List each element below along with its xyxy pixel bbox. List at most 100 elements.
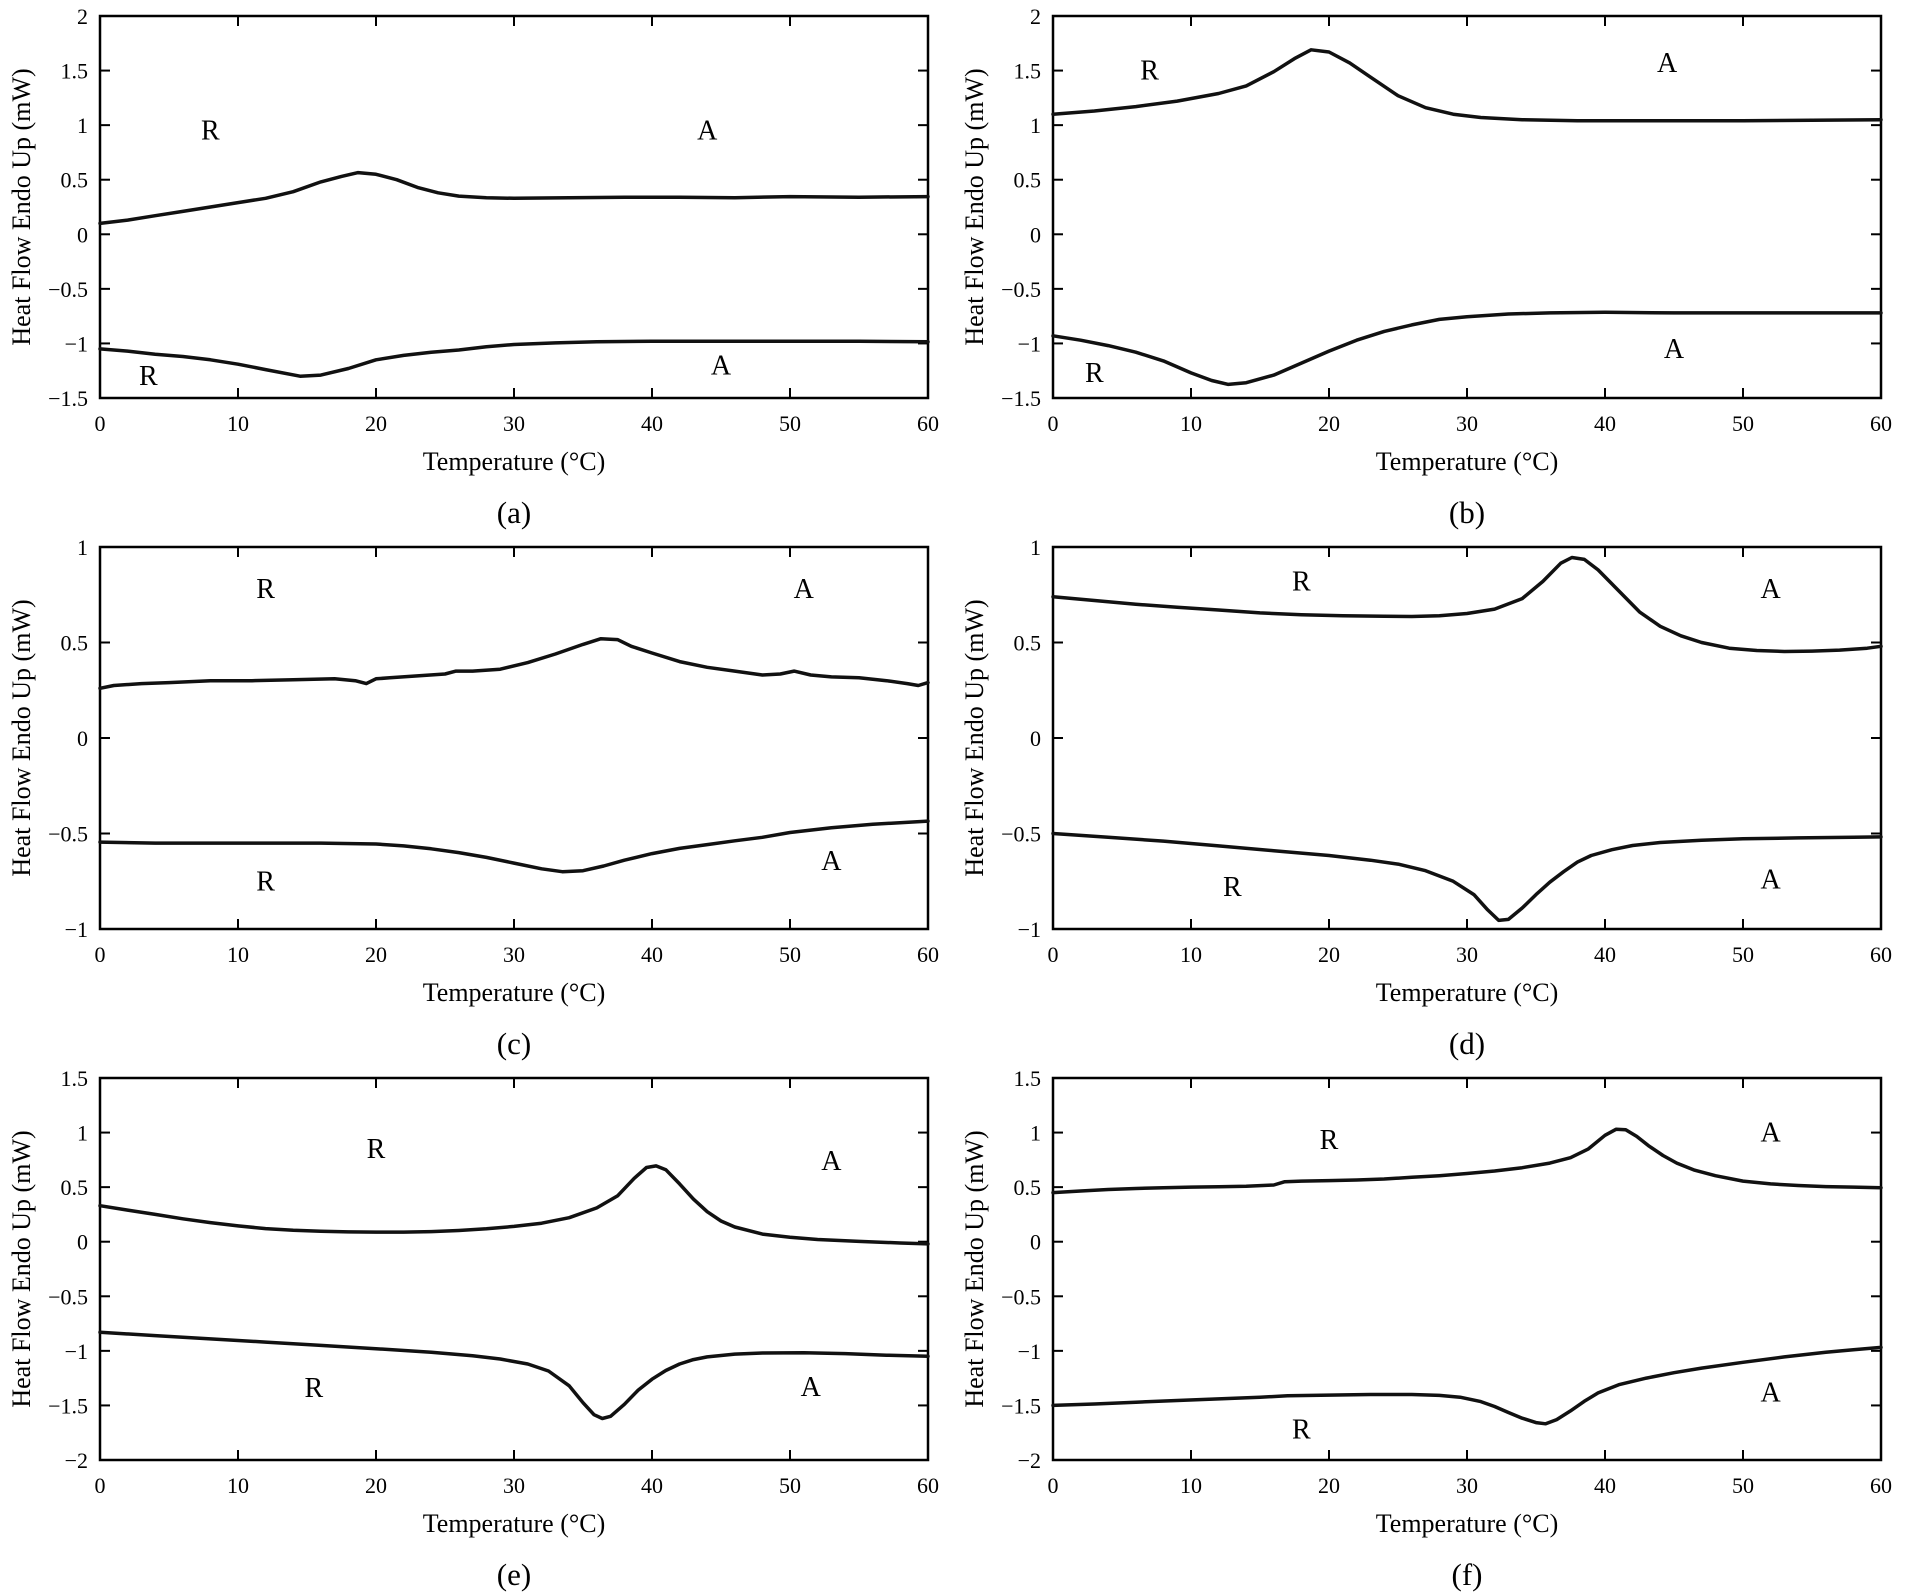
cooling-curve bbox=[1051, 831, 1883, 923]
x-tick-label: 40 bbox=[641, 1473, 663, 1498]
y-tick-label: −2 bbox=[65, 1448, 88, 1473]
x-tick-label: 20 bbox=[365, 1473, 387, 1498]
y-tick-label: 0 bbox=[1030, 222, 1041, 247]
x-tick-label: 50 bbox=[779, 942, 801, 967]
heating-curve bbox=[98, 1164, 930, 1246]
cooling-curve bbox=[1051, 1345, 1883, 1426]
x-tick-label: 0 bbox=[1048, 411, 1059, 436]
phase-label-r: R bbox=[201, 116, 220, 147]
y-tick-label: 1.5 bbox=[61, 59, 89, 84]
y-tick-label: 1 bbox=[77, 113, 88, 138]
panel-background bbox=[953, 0, 1906, 531]
phase-label-a: A bbox=[801, 1372, 822, 1403]
y-tick-label: −1 bbox=[65, 331, 88, 356]
y-tick-label: −1 bbox=[1018, 331, 1041, 356]
panel-c: 0 10 20 30 40 50 60 −1 −0.5 0 0.5 1 R A R A Temperature … bbox=[0, 531, 953, 1062]
panel-background bbox=[0, 1062, 953, 1593]
x-axis-label: Temperature (°C) bbox=[1376, 447, 1559, 476]
y-tick-label: 0 bbox=[77, 1230, 88, 1255]
y-axis-label: Heat Flow Endo Up (mW) bbox=[960, 68, 989, 345]
phase-label-r: R bbox=[1223, 872, 1242, 903]
y-tick-label: 0.5 bbox=[61, 168, 89, 193]
y-tick-label: −0.5 bbox=[48, 822, 88, 847]
x-tick-label: 40 bbox=[641, 411, 663, 436]
x-tick-label: 20 bbox=[365, 942, 387, 967]
x-tick-label: 0 bbox=[1048, 1473, 1059, 1498]
x-tick-label: 0 bbox=[95, 1473, 106, 1498]
y-tick-label: 0 bbox=[1030, 726, 1041, 751]
panel-caption: (c) bbox=[497, 1026, 531, 1061]
y-tick-label: −1 bbox=[65, 917, 88, 942]
x-tick-label: 60 bbox=[917, 942, 939, 967]
cooling-curve bbox=[1051, 310, 1883, 387]
y-tick-label: 1 bbox=[77, 535, 88, 560]
x-tick-label: 30 bbox=[503, 942, 525, 967]
phase-label-r: R bbox=[1140, 56, 1159, 87]
y-tick-label: −1.5 bbox=[48, 1393, 88, 1418]
x-tick-label: 40 bbox=[1594, 1473, 1616, 1498]
x-tick-label: 60 bbox=[1870, 942, 1892, 967]
dsc-plot-e: 0 10 20 30 40 50 60 −2 −1.5 −1 −0.5 0 0.5 1 1.5 R A R A Tem… bbox=[0, 1062, 953, 1593]
x-tick-label: 60 bbox=[917, 411, 939, 436]
y-tick-label: 2 bbox=[77, 4, 88, 29]
y-tick-label: −1.5 bbox=[48, 386, 88, 411]
phase-label-a: A bbox=[794, 574, 815, 605]
phase-label-a: A bbox=[711, 350, 732, 381]
panel-e: 0 10 20 30 40 50 60 −2 −1.5 −1 −0.5 0 0.5 1 1.5 R A R A Tem… bbox=[0, 1062, 953, 1593]
y-tick-label: −0.5 bbox=[48, 277, 88, 302]
x-tick-label: 10 bbox=[227, 1473, 249, 1498]
y-axis-label: Heat Flow Endo Up (mW) bbox=[7, 1130, 36, 1407]
x-tick-label: 60 bbox=[1870, 411, 1892, 436]
y-tick-label: 1.5 bbox=[1014, 1066, 1042, 1091]
phase-label-a: A bbox=[1760, 1118, 1781, 1149]
phase-label-a: A bbox=[821, 846, 842, 877]
phase-label-r: R bbox=[367, 1134, 386, 1165]
dsc-plot-b: 0 10 20 30 40 50 60 −1.5 −1 −0.5 0 0.5 1 1.5 2 R A R A Temp… bbox=[953, 0, 1906, 531]
panel-background bbox=[953, 1062, 1906, 1593]
panel-caption: (a) bbox=[497, 495, 531, 530]
x-tick-label: 10 bbox=[227, 411, 249, 436]
y-tick-label: −2 bbox=[1018, 1448, 1041, 1473]
x-tick-label: 10 bbox=[1180, 942, 1202, 967]
y-tick-label: −1 bbox=[65, 1339, 88, 1364]
panel-background bbox=[0, 531, 953, 1062]
heating-curve bbox=[1051, 555, 1883, 654]
phase-label-a: A bbox=[1760, 574, 1781, 605]
y-tick-label: 2 bbox=[1030, 4, 1041, 29]
x-tick-label: 0 bbox=[1048, 942, 1059, 967]
y-tick-label: −0.5 bbox=[48, 1284, 88, 1309]
x-axis-label: Temperature (°C) bbox=[1376, 1509, 1559, 1538]
y-tick-label: −1 bbox=[1018, 1339, 1041, 1364]
dsc-plot-f: 0 10 20 30 40 50 60 −2 −1.5 −1 −0.5 0 0.5 1 1.5 R A R A Tem… bbox=[953, 1062, 1906, 1593]
y-tick-label: 0.5 bbox=[1014, 1175, 1042, 1200]
phase-label-r: R bbox=[1320, 1125, 1339, 1156]
x-tick-label: 30 bbox=[1456, 1473, 1478, 1498]
x-tick-label: 0 bbox=[95, 942, 106, 967]
y-tick-label: 1 bbox=[77, 1121, 88, 1146]
x-tick-label: 50 bbox=[1732, 942, 1754, 967]
x-tick-label: 10 bbox=[1180, 411, 1202, 436]
x-tick-label: 0 bbox=[95, 411, 106, 436]
x-tick-label: 50 bbox=[779, 411, 801, 436]
x-tick-label: 60 bbox=[1870, 1473, 1892, 1498]
y-tick-label: −1.5 bbox=[1001, 386, 1041, 411]
phase-label-a: A bbox=[1760, 1377, 1781, 1408]
panel-caption: (e) bbox=[497, 1557, 531, 1592]
y-tick-label: −0.5 bbox=[1001, 822, 1041, 847]
x-tick-label: 30 bbox=[1456, 411, 1478, 436]
panel-f: 0 10 20 30 40 50 60 −2 −1.5 −1 −0.5 0 0.5 1 1.5 R A R A Tem… bbox=[953, 1062, 1906, 1593]
x-axis-label: Temperature (°C) bbox=[423, 1509, 606, 1538]
x-axis-label: Temperature (°C) bbox=[423, 447, 606, 476]
y-axis-label: Heat Flow Endo Up (mW) bbox=[960, 599, 989, 876]
heating-curve bbox=[98, 170, 930, 226]
x-tick-label: 30 bbox=[1456, 942, 1478, 967]
panel-caption: (d) bbox=[1449, 1026, 1485, 1061]
phase-label-a: A bbox=[1657, 48, 1678, 79]
x-tick-label: 40 bbox=[1594, 942, 1616, 967]
cooling-curve bbox=[98, 339, 930, 378]
phase-label-r: R bbox=[256, 574, 275, 605]
phase-label-r: R bbox=[1292, 566, 1311, 597]
dsc-plot-d: 0 10 20 30 40 50 60 −1 −0.5 0 0.5 1 R A R A Temperature … bbox=[953, 531, 1906, 1062]
y-tick-label: −1.5 bbox=[1001, 1393, 1041, 1418]
